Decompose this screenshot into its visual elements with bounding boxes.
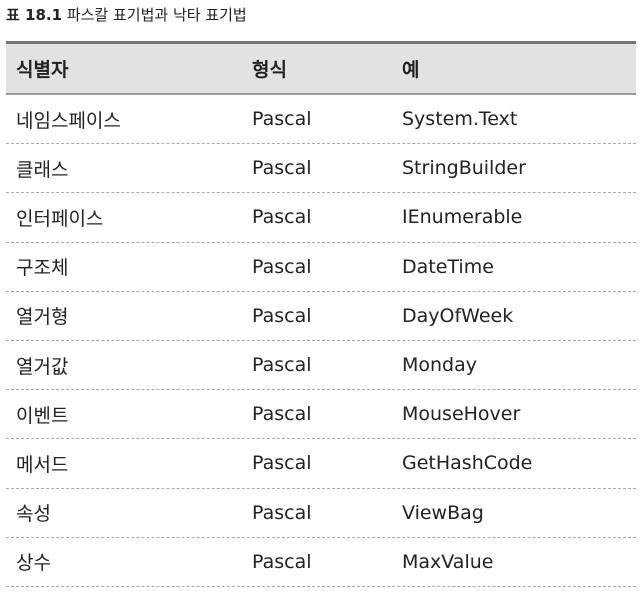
cell-example: Monday: [402, 354, 478, 377]
table-row: 열거값 Pascal Monday: [6, 341, 636, 391]
cell-example: System.Text: [402, 108, 518, 131]
cell-example: GetHashCode: [402, 452, 533, 475]
table-row: 인터페이스 Pascal IEnumerable: [6, 193, 636, 243]
caption-label: 표 18.1: [6, 6, 63, 24]
table-row: 메서드 Pascal GetHashCode: [6, 439, 636, 489]
cell-identifier: 네임스페이스: [16, 109, 121, 132]
cell-identifier: 열거형: [16, 306, 69, 329]
cell-example: DateTime: [402, 255, 494, 278]
table-caption: 표 18.1 파스칼 표기법과 낙타 표기법: [6, 2, 247, 28]
table-row: 이벤트 Pascal MouseHover: [6, 390, 636, 440]
table-row: 상수 Pascal MaxValue: [6, 538, 636, 587]
cell-format: Pascal: [252, 354, 312, 377]
caption-title: 파스칼 표기법과 낙타 표기법: [66, 6, 247, 24]
cell-example: MouseHover: [402, 403, 521, 426]
header-example: 예: [402, 59, 420, 81]
cell-example: MaxValue: [402, 550, 494, 573]
cell-format: Pascal: [252, 108, 312, 131]
table-row: 네임스페이스 Pascal System.Text: [6, 95, 636, 145]
cell-format: Pascal: [252, 452, 312, 475]
cell-format: Pascal: [252, 255, 312, 278]
cell-example: StringBuilder: [402, 157, 526, 180]
table-row: 클래스 Pascal StringBuilder: [6, 144, 636, 194]
cell-format: Pascal: [252, 403, 312, 426]
cell-identifier: 열거값: [16, 355, 69, 378]
cell-identifier: 속성: [16, 503, 51, 526]
table-row: 속성 Pascal ViewBag: [6, 489, 636, 538]
cell-example: ViewBag: [402, 501, 484, 524]
header-format: 형식: [252, 59, 287, 81]
header-identifier: 식별자: [16, 59, 69, 81]
table-header-row: 식별자 형식 예: [6, 44, 636, 95]
cell-format: Pascal: [252, 157, 312, 180]
cell-identifier: 구조체: [16, 257, 69, 280]
cell-identifier: 클래스: [16, 158, 69, 181]
table-row: 구조체 Pascal DateTime: [6, 243, 636, 292]
cell-format: Pascal: [252, 304, 312, 327]
table-row: 열거형 Pascal DayOfWeek: [6, 292, 636, 341]
cell-example: IEnumerable: [402, 206, 523, 229]
table-top-rule: [6, 41, 636, 44]
cell-identifier: 메서드: [16, 453, 69, 476]
cell-identifier: 이벤트: [16, 404, 69, 427]
cell-identifier: 상수: [16, 552, 51, 575]
cell-format: Pascal: [252, 206, 312, 229]
cell-format: Pascal: [252, 501, 312, 524]
naming-convention-table: 식별자 형식 예 네임스페이스 Pascal System.Text 클래스 P…: [6, 41, 636, 587]
cell-identifier: 인터페이스: [16, 207, 104, 230]
cell-example: DayOfWeek: [402, 304, 514, 327]
cell-format: Pascal: [252, 550, 312, 573]
